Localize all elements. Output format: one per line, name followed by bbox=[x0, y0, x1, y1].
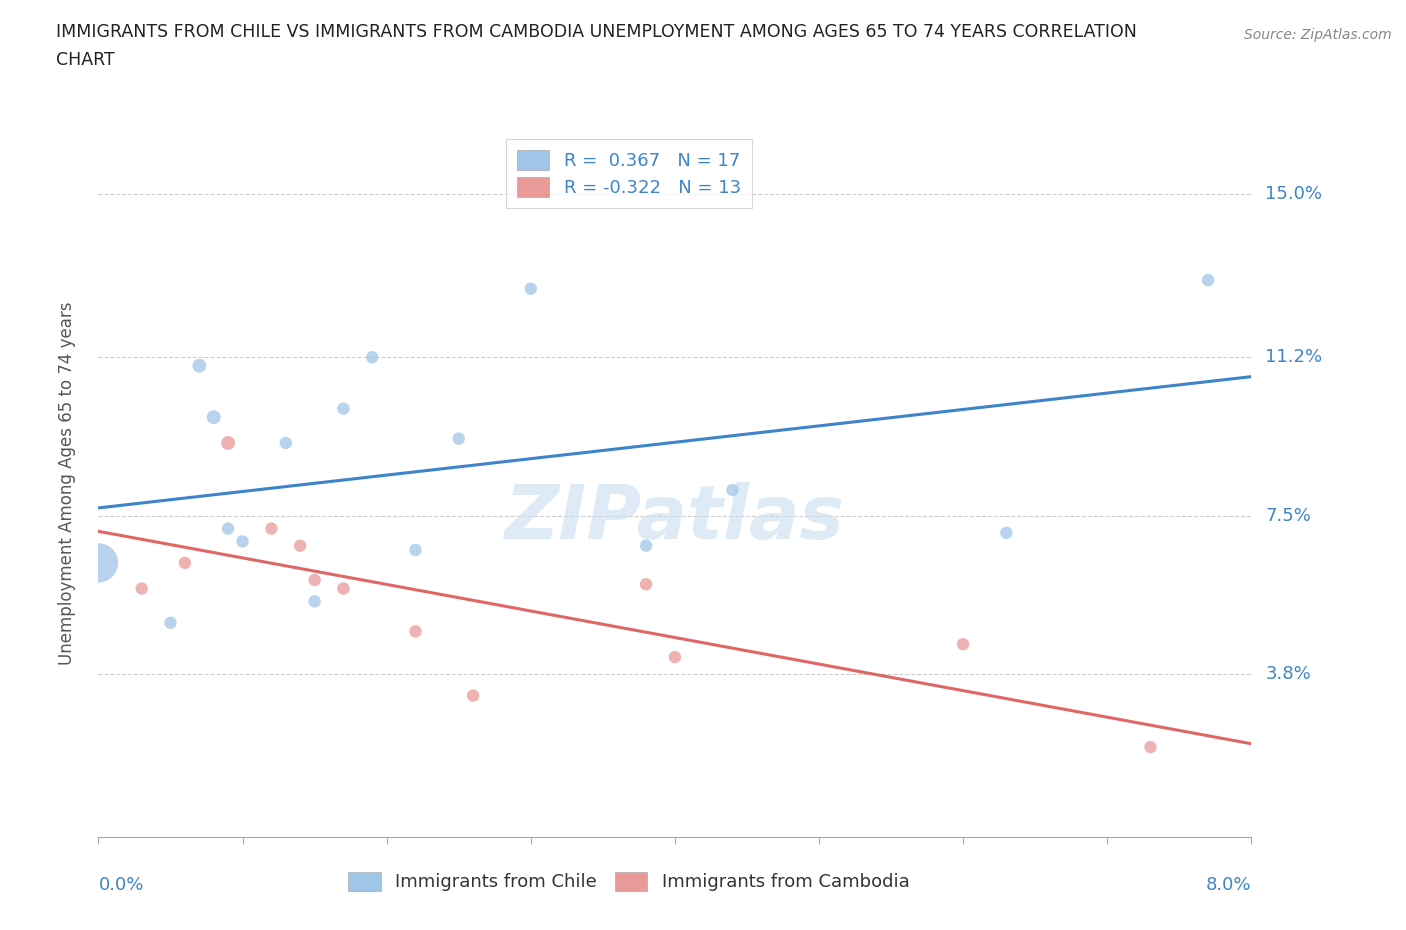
Point bbox=[332, 401, 354, 416]
Point bbox=[447, 432, 470, 446]
Point bbox=[231, 534, 254, 549]
Y-axis label: Unemployment Among Ages 65 to 74 years: Unemployment Among Ages 65 to 74 years bbox=[58, 302, 76, 665]
Point bbox=[217, 435, 239, 450]
Legend: Immigrants from Chile, Immigrants from Cambodia: Immigrants from Chile, Immigrants from C… bbox=[340, 864, 917, 898]
Point bbox=[217, 521, 239, 536]
Text: IMMIGRANTS FROM CHILE VS IMMIGRANTS FROM CAMBODIA UNEMPLOYMENT AMONG AGES 65 TO : IMMIGRANTS FROM CHILE VS IMMIGRANTS FROM… bbox=[56, 23, 1137, 41]
Point bbox=[1139, 739, 1161, 754]
Point bbox=[636, 538, 658, 553]
Text: CHART: CHART bbox=[56, 51, 115, 69]
Point bbox=[159, 616, 181, 631]
Point bbox=[260, 521, 283, 536]
Point bbox=[1197, 272, 1219, 287]
Point bbox=[405, 624, 427, 639]
Text: ZIPatlas: ZIPatlas bbox=[505, 483, 845, 555]
Text: 3.8%: 3.8% bbox=[1265, 665, 1310, 684]
Point bbox=[519, 281, 541, 296]
Point bbox=[304, 594, 326, 609]
Point bbox=[304, 573, 326, 588]
Point bbox=[664, 650, 686, 665]
Text: 11.2%: 11.2% bbox=[1265, 348, 1323, 366]
Point bbox=[952, 637, 974, 652]
Point bbox=[174, 555, 197, 570]
Point bbox=[290, 538, 312, 553]
Point bbox=[87, 555, 110, 570]
Point bbox=[636, 577, 658, 591]
Point bbox=[188, 358, 211, 373]
Text: 7.5%: 7.5% bbox=[1265, 507, 1312, 525]
Point bbox=[721, 483, 744, 498]
Point bbox=[202, 410, 225, 425]
Point bbox=[405, 542, 427, 557]
Text: 0.0%: 0.0% bbox=[98, 876, 143, 894]
Point bbox=[461, 688, 484, 703]
Point bbox=[995, 525, 1018, 540]
Point bbox=[274, 435, 297, 450]
Text: 15.0%: 15.0% bbox=[1265, 185, 1322, 204]
Point bbox=[131, 581, 153, 596]
Text: Source: ZipAtlas.com: Source: ZipAtlas.com bbox=[1244, 28, 1392, 42]
Point bbox=[361, 350, 384, 365]
Text: 8.0%: 8.0% bbox=[1206, 876, 1251, 894]
Point bbox=[332, 581, 354, 596]
